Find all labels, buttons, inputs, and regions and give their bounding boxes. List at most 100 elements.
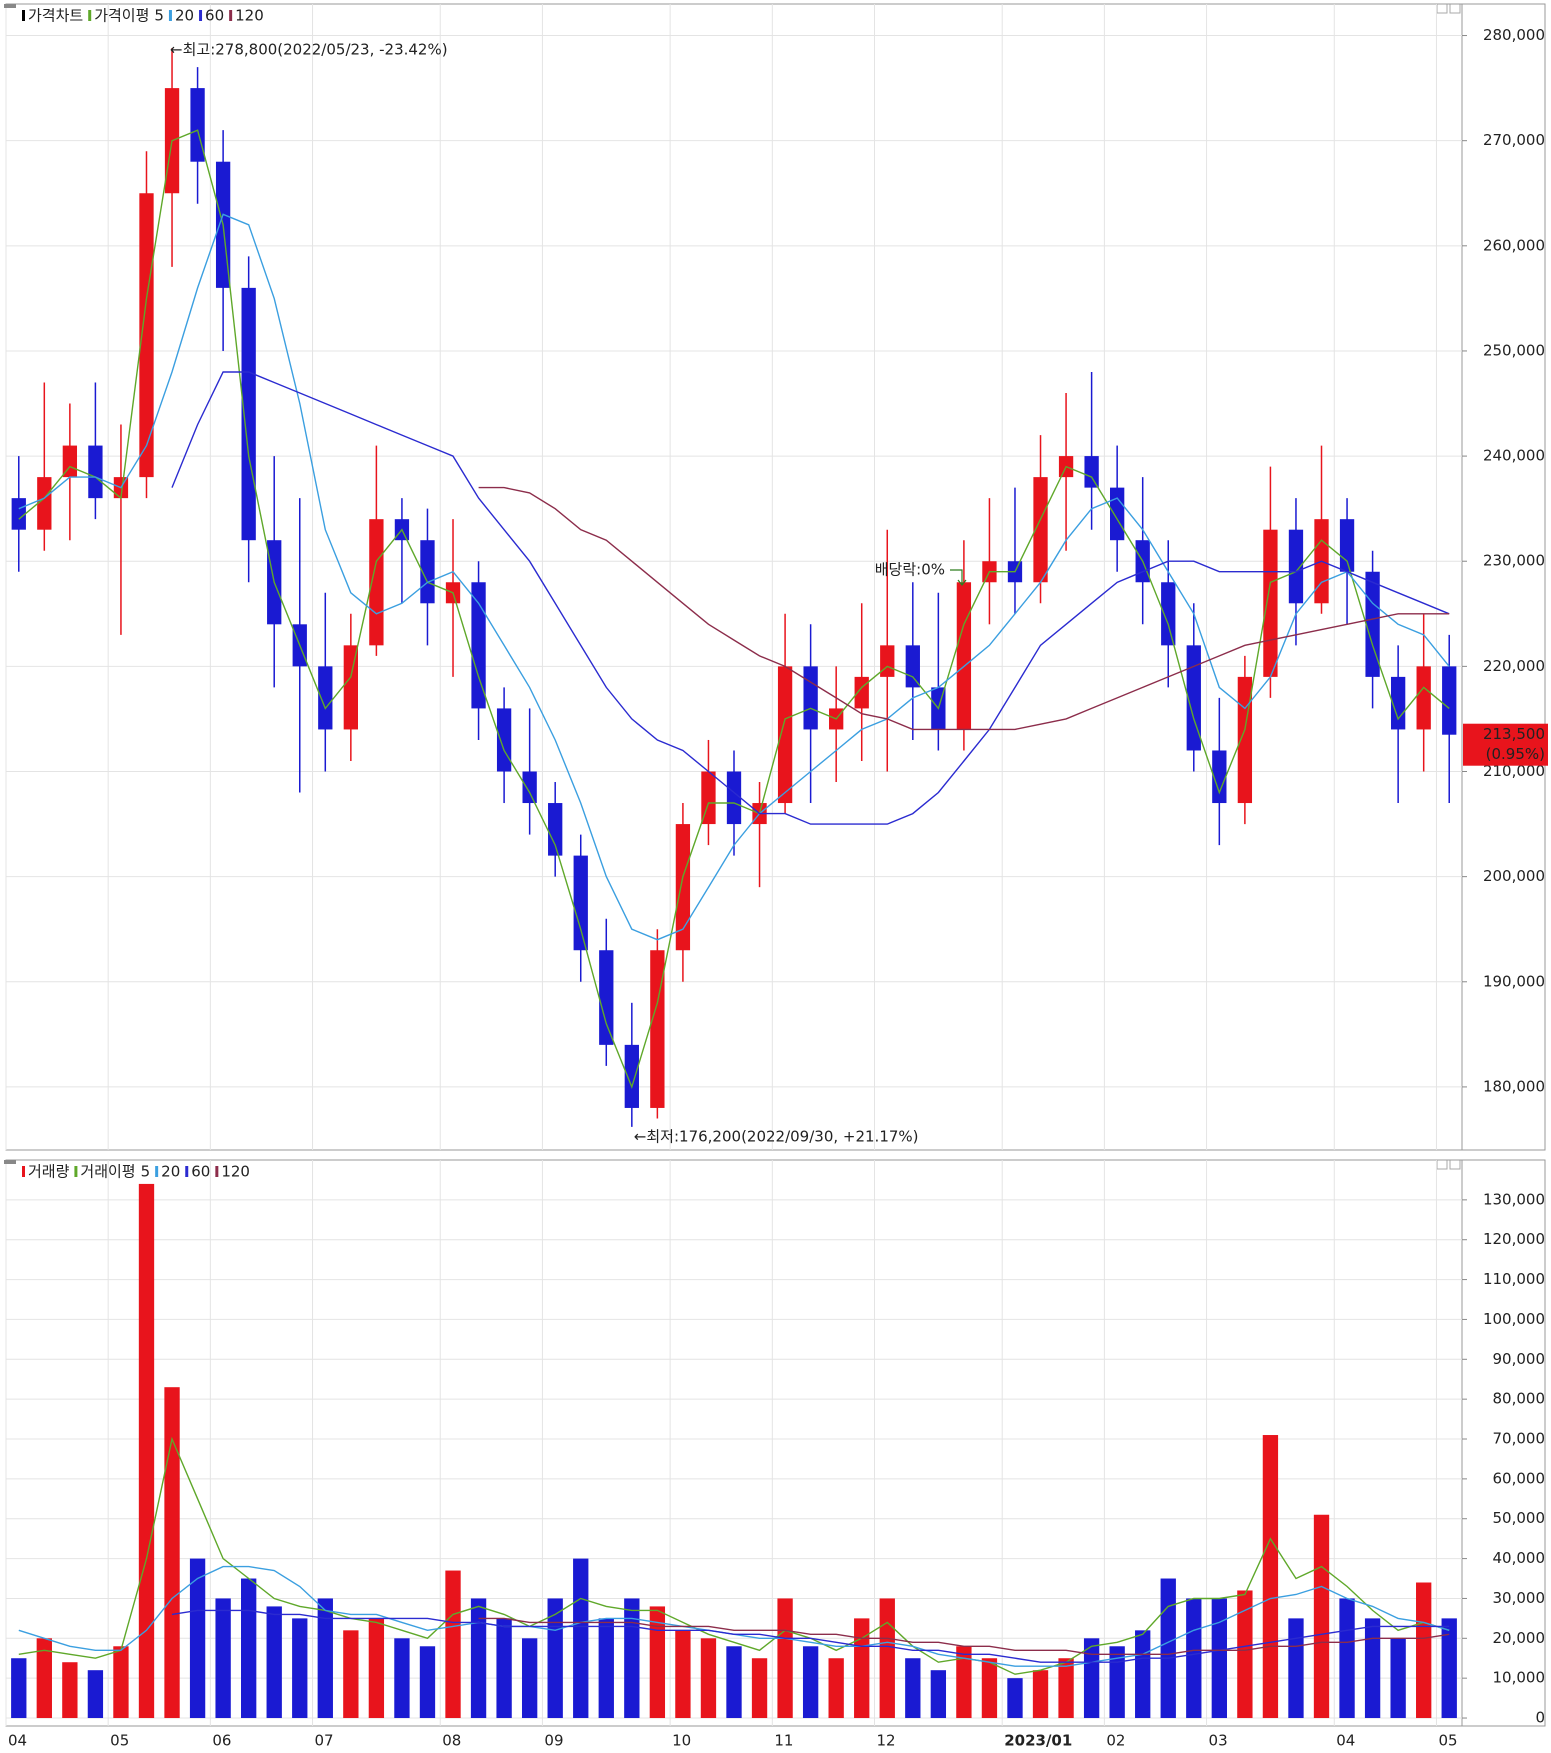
volume-bar [828,1658,844,1719]
candle-body [624,1044,639,1108]
y-tick-label: 260,000 [1483,236,1545,254]
candle-body [599,950,614,1045]
volume-bar [419,1646,436,1719]
x-tick-label: 09 [544,1732,563,1750]
x-tick-label: 08 [442,1732,461,1750]
candle-body [139,193,154,478]
x-tick-label: 02 [1106,1732,1125,1750]
volume-bar [930,1670,947,1719]
legend-label: 5 [141,1163,151,1181]
candle-body [1416,666,1431,730]
last-price-box [1463,723,1548,766]
legend-icon [4,4,16,8]
candle-body [318,666,333,730]
y-tick-label: 10,000 [1493,1669,1546,1687]
moving-average-line [478,1617,1450,1655]
legend-label: 5 [154,7,164,25]
volume-bar [113,1646,129,1719]
y-tick-label: 120,000 [1483,1230,1545,1248]
volume-bar [496,1618,512,1719]
y-tick-label: 230,000 [1483,552,1545,570]
volume-bar [1160,1578,1176,1719]
volume-bar [956,1646,972,1719]
legend-label: 120 [221,1163,250,1181]
volume-bar [751,1658,768,1719]
volume-bar [62,1662,78,1719]
volume-bar [777,1598,793,1719]
legend-swatch [185,1166,189,1177]
candle-body [1288,529,1304,604]
candle-body [343,645,358,730]
y-tick-label: 240,000 [1483,447,1545,465]
y-tick-label: 210,000 [1483,762,1545,780]
low-annotation: ←최저:176,200(2022/09/30, +21.17%) [634,1127,919,1145]
volume-bar [1288,1618,1304,1719]
volume-bar [394,1638,410,1719]
x-tick-label: 10 [672,1732,691,1750]
legend-label: 20 [175,7,194,25]
moving-average-line [171,371,1450,825]
volume-bar [1211,1598,1227,1719]
candle-body [880,645,895,677]
candle-body [548,803,563,856]
x-tick-label: 2023/01 [1004,1732,1072,1750]
candle-body [1212,750,1227,804]
legend-swatch [155,1166,159,1177]
candle-body [777,666,793,804]
y-tick-label: 100,000 [1483,1310,1545,1328]
legend-label: 거래이평 [80,1163,135,1181]
y-tick-label: 110,000 [1483,1270,1545,1288]
volume-bar [1186,1598,1202,1719]
candle-body [1186,645,1201,751]
volume-bar [1135,1630,1151,1719]
candle-body [701,771,716,825]
volume-bar [624,1598,640,1719]
volume-bar [1364,1618,1381,1719]
candle-body [573,855,588,951]
volume-bar [700,1638,717,1719]
candle-body [726,771,742,825]
legend-label: 120 [235,7,264,25]
candle-body [905,645,920,688]
volume-bar [215,1598,231,1719]
candle-body [1110,487,1125,541]
candle-body [369,519,384,646]
candle-body [496,708,512,772]
volume-bar [11,1658,27,1719]
volume-bar [1109,1646,1125,1719]
y-tick-label: 80,000 [1493,1390,1546,1408]
candle-body [1442,666,1457,735]
candle-body [1161,582,1176,646]
volume-bar [1416,1582,1432,1719]
volume-bar [1262,1435,1279,1719]
volume-bar [1390,1638,1406,1719]
volume-bar [649,1606,666,1719]
volume-bar [1339,1598,1355,1719]
candle-body [1084,456,1099,488]
legend-label: 거래량 [28,1163,70,1181]
y-tick-label: 220,000 [1483,657,1545,675]
moving-average-line [18,213,1450,941]
volume-bar [1237,1590,1253,1719]
candle-body [471,582,486,709]
y-tick-label: 190,000 [1483,972,1545,990]
candle-body [420,540,435,604]
candle-body [37,477,52,530]
legend-label: 가격이평 [94,7,149,25]
candle-body [522,771,537,804]
dividend-annotation: 배당락:0% [875,561,945,579]
volume-bar [854,1618,870,1719]
volume-bar [1007,1678,1023,1719]
x-tick-label: 05 [1438,1732,1457,1750]
y-tick-label: 270,000 [1483,131,1545,149]
volume-bar [87,1670,104,1719]
volume-bar [138,1183,155,1719]
volume-bar [1083,1638,1100,1719]
high-annotation: ←최고:278,800(2022/05/23, -23.42%) [170,41,448,59]
candle-body [62,445,78,478]
y-tick-label: 20,000 [1493,1629,1546,1647]
x-tick-label: 04 [8,1732,27,1750]
volume-bar [36,1638,52,1719]
legend-label: 20 [161,1163,180,1181]
